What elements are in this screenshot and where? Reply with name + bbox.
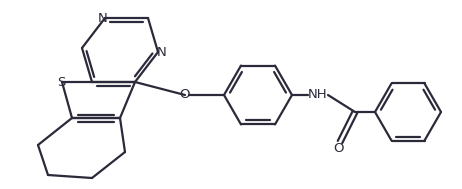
Text: NH: NH [308,88,328,101]
Text: O: O [180,88,190,101]
Text: N: N [98,12,108,25]
Text: N: N [157,46,167,59]
Text: S: S [57,75,65,88]
Text: O: O [333,142,343,154]
